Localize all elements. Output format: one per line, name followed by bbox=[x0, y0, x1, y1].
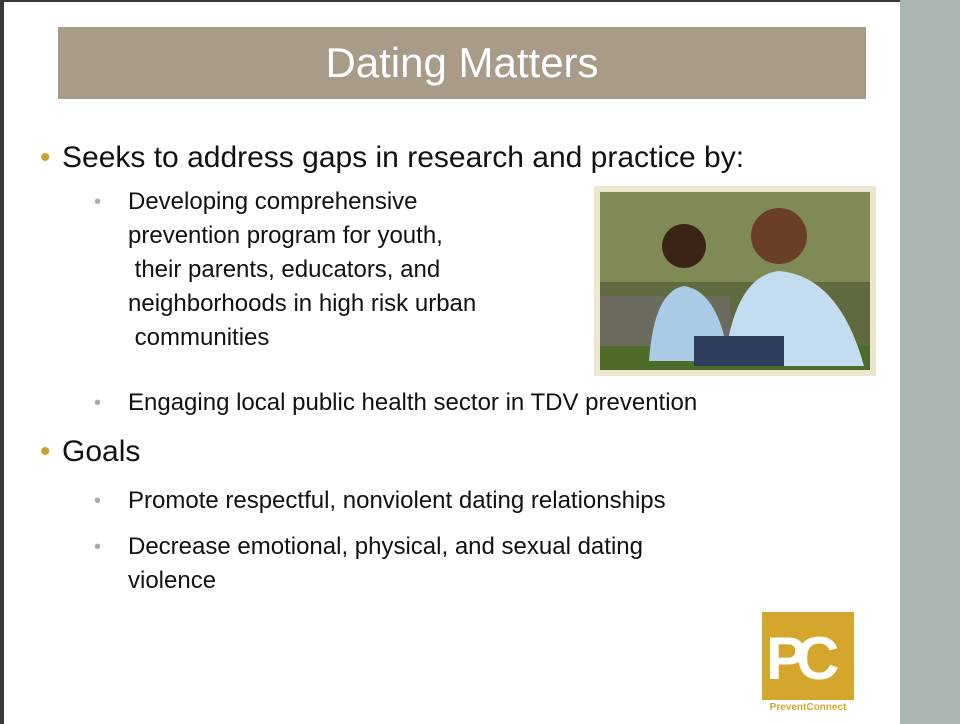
sub-bullet: Engaging local public health sector in T… bbox=[128, 386, 697, 420]
line: communities bbox=[128, 321, 476, 355]
title: Dating Matters bbox=[325, 39, 598, 87]
frame bbox=[0, 0, 4, 724]
logo-letters: PC bbox=[766, 624, 829, 693]
title-bar: Dating Matters bbox=[58, 27, 866, 99]
bullet: Goals bbox=[62, 434, 140, 470]
frame bbox=[0, 0, 900, 2]
line: violence bbox=[128, 564, 643, 598]
side-strip bbox=[900, 0, 960, 724]
line: Decrease emotional, physical, and sexual… bbox=[128, 530, 643, 564]
line: Engaging local public health sector in T… bbox=[128, 386, 697, 420]
logo-name: PreventConnect bbox=[762, 702, 854, 713]
sub-bullet: Decrease emotional, physical, and sexual… bbox=[128, 530, 643, 598]
bullet: Seeks to address gaps in research and pr… bbox=[62, 140, 744, 176]
sub-bullet: Promote respectful, nonviolent dating re… bbox=[128, 484, 666, 518]
line: their parents, educators, and bbox=[128, 253, 476, 287]
line: prevention program for youth, bbox=[128, 219, 476, 253]
line: Promote respectful, nonviolent dating re… bbox=[128, 484, 666, 518]
line: neighborhoods in high risk urban bbox=[128, 287, 476, 321]
slide: Dating Matters PC PreventConnect Seeks t… bbox=[0, 0, 960, 724]
line: Developing comprehensive bbox=[128, 185, 476, 219]
logo: PC PreventConnect bbox=[762, 612, 866, 716]
photo bbox=[594, 186, 876, 376]
